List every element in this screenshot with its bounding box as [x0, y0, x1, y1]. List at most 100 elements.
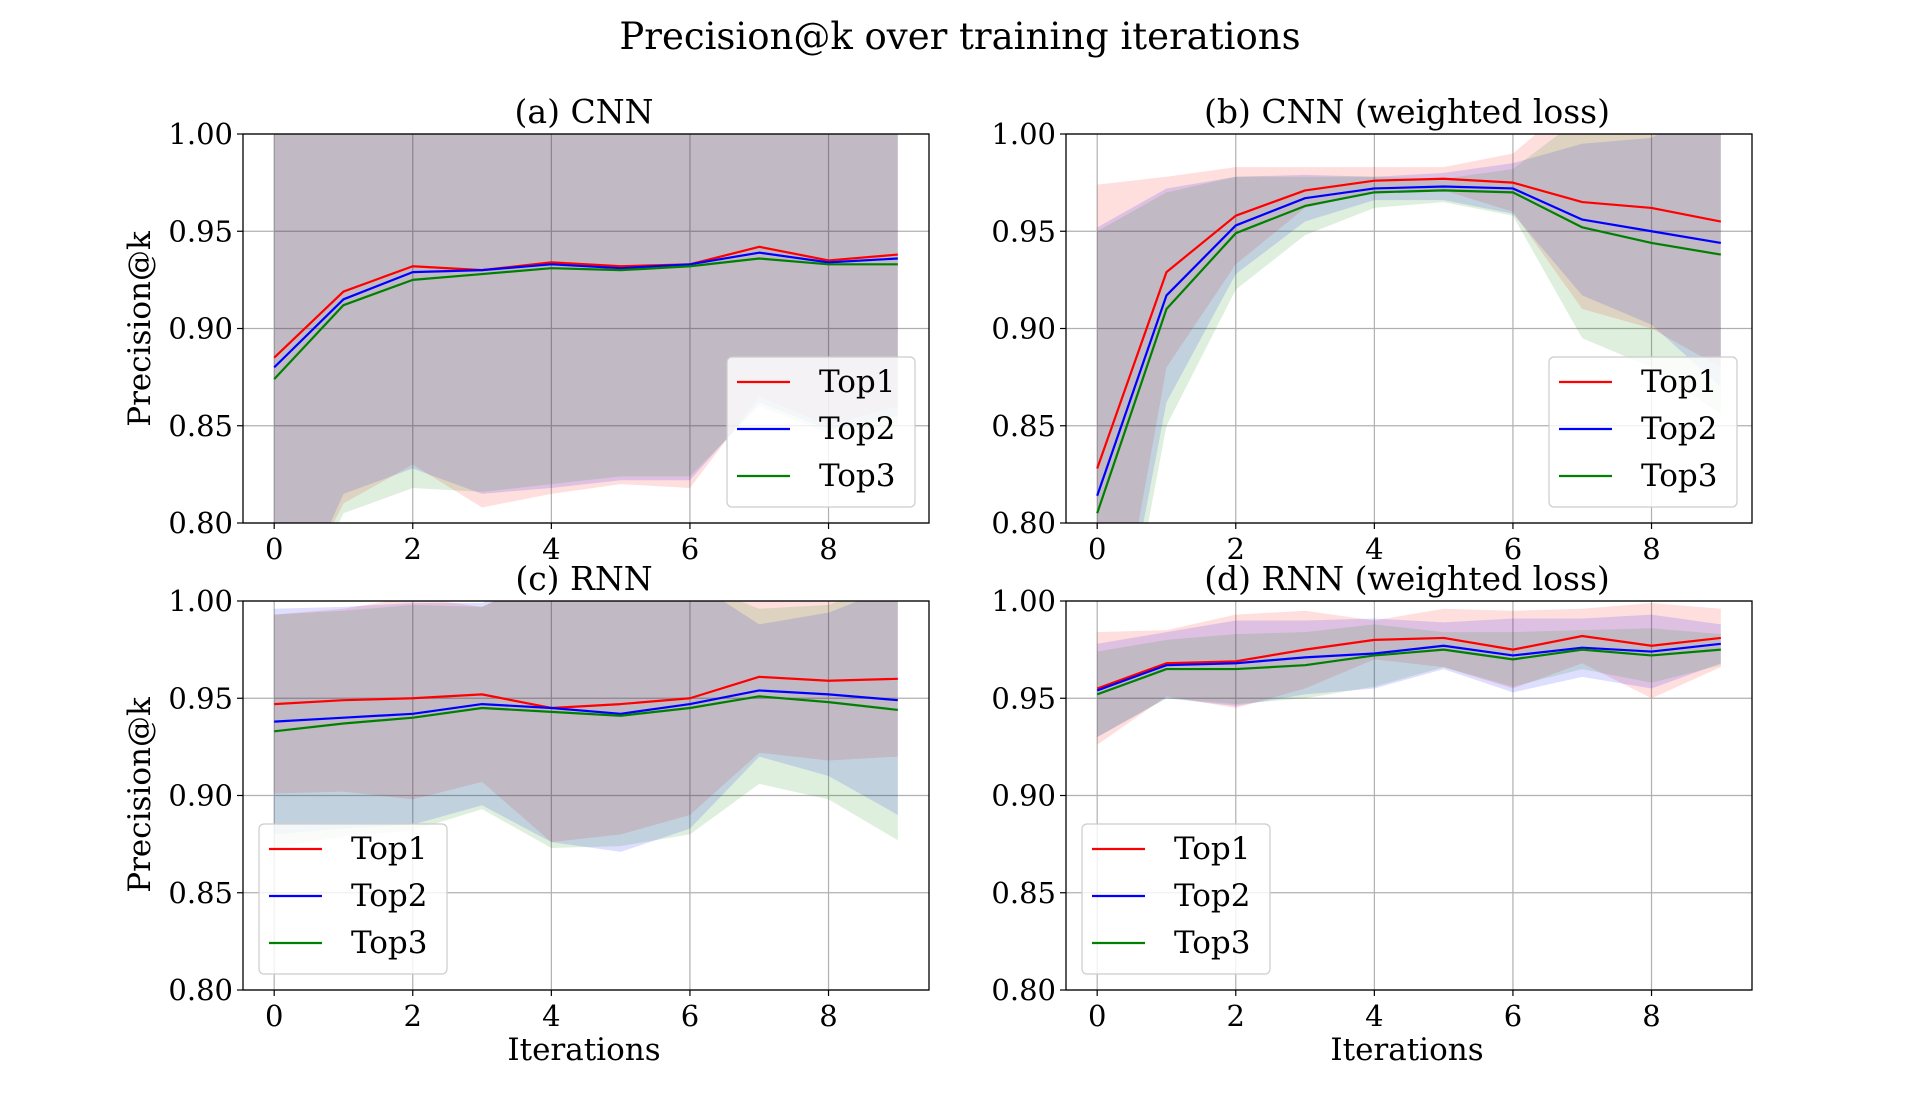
panel-d-legend-label-top2: Top2 — [1174, 878, 1251, 914]
panel-c-legend-label-top2: Top2 — [351, 878, 428, 914]
panel-a-legend: Top1 Top2 Top3 — [726, 356, 916, 508]
panel-c-ytick-label-3: 0.95 — [168, 681, 233, 715]
panel-a-xtick-label-2: 4 — [542, 532, 560, 566]
panel-b-ytick-label-3: 0.95 — [991, 214, 1056, 248]
panel-c-ticks: 0 2 4 6 8 0.80 0.85 0.90 0.95 1.00 — [168, 584, 837, 1033]
panel-d-ytick-label-4: 1.00 — [991, 584, 1056, 618]
panel-b-xtick-label-2: 4 — [1365, 532, 1383, 566]
panel-d-band-top2 — [1097, 614, 1721, 738]
panel-a-line-top1 — [273, 245, 898, 359]
panel-d-line-top1 — [1096, 634, 1721, 690]
panel-c-legend: Top1 Top2 Top3 — [258, 823, 448, 975]
panel-a-title: (a) CNN — [515, 92, 654, 131]
panel-c-xtick-label-1: 2 — [404, 999, 422, 1033]
panel-a-legend-box — [726, 356, 916, 508]
panel-c-xtick-label-0: 0 — [265, 999, 283, 1033]
panel-d-title: (d) RNN (weighted loss) — [1204, 559, 1610, 598]
panel-c-ytick-label-4: 1.00 — [168, 584, 233, 618]
panel-b-band-top2 — [1097, 134, 1721, 523]
panel-b-legend-label-top3: Top3 — [1641, 458, 1718, 494]
panel-b-line-top1 — [1096, 177, 1722, 469]
panel-b-ticks: 0 2 4 6 8 0.80 0.85 0.90 0.95 1.00 — [991, 117, 1660, 566]
panel-c-ytick-label-2: 0.90 — [168, 779, 233, 813]
panel-d-legend-label-top3: Top3 — [1174, 925, 1251, 961]
panel-c-line-top2 — [274, 689, 898, 723]
panel-a-xtick-label-3: 6 — [681, 532, 699, 566]
panel-b-legend-box — [1548, 356, 1738, 508]
panel-d-lines — [1096, 634, 1721, 696]
panel-d-bands — [1097, 602, 1721, 745]
panel-c-xtick-label-2: 4 — [542, 999, 560, 1033]
panel-c-xtick-label-3: 6 — [681, 999, 699, 1033]
panel-c-legend-label-top1: Top1 — [351, 831, 428, 867]
panel-d-ytick-label-3: 0.95 — [991, 681, 1056, 715]
panel-b: (b) CNN (weighted loss) 0 2 4 6 8 0.80 0.85 0.9… — [991, 92, 1753, 566]
panel-c-lines — [274, 675, 898, 733]
panel-d-xtick-label-4: 8 — [1642, 999, 1660, 1033]
panel-a-band-top2 — [274, 134, 898, 523]
panel-d-xlabel: Iterations — [1330, 1032, 1483, 1068]
panel-d-plot: 0 2 4 6 8 0.80 0.85 0.90 0.95 1.00 Top1 Top2 Top3 — [991, 584, 1753, 1033]
panel-b-xtick-label-4: 8 — [1642, 532, 1660, 566]
panel-d-xtick-label-2: 4 — [1365, 999, 1383, 1033]
panel-c-ytick-label-1: 0.85 — [168, 876, 233, 910]
panel-a-lines — [273, 245, 898, 380]
panel-c-band-top2 — [274, 601, 898, 852]
panel-d-ticks: 0 2 4 6 8 0.80 0.85 0.90 0.95 1.00 — [991, 584, 1660, 1033]
panel-c-band-top1 — [274, 601, 898, 843]
panel-d-legend-box — [1081, 823, 1271, 975]
panel-b-legend-label-top1: Top1 — [1641, 364, 1718, 400]
panel-a-legend-label-top1: Top1 — [819, 364, 896, 400]
panel-b-line-top3 — [1096, 189, 1722, 514]
panel-a-ylabel: Precision@k — [122, 231, 158, 427]
panel-c-bands — [274, 601, 898, 852]
panel-d-ytick-label-0: 0.80 — [991, 973, 1056, 1007]
panel-b-band-top3 — [1097, 134, 1721, 523]
panel-a: (a) CNN 0 2 4 6 8 0.80 0.85 0.90 0.95 1.00 Top1 Top… — [122, 92, 930, 566]
panel-b-xtick-label-1: 2 — [1227, 532, 1245, 566]
panel-a-band-top3 — [274, 134, 898, 523]
panel-a-ytick-label-3: 0.95 — [168, 214, 233, 248]
panel-b-plot: 0 2 4 6 8 0.80 0.85 0.90 0.95 1.00 Top1 Top2 Top3 — [991, 117, 1753, 566]
panel-a-xtick-label-4: 8 — [819, 532, 837, 566]
panel-a-plot: 0 2 4 6 8 0.80 0.85 0.90 0.95 1.00 Top1 Top2 Top3 — [168, 117, 930, 566]
panel-b-legend: Top1 Top2 Top3 — [1548, 356, 1738, 508]
panel-a-ytick-label-2: 0.90 — [168, 312, 233, 346]
panel-a-line-top2 — [273, 251, 898, 369]
panel-b-ytick-label-0: 0.80 — [991, 506, 1056, 540]
panel-a-ytick-label-0: 0.80 — [168, 506, 233, 540]
panel-a-legend-label-top2: Top2 — [819, 411, 896, 447]
panel-c-ytick-label-0: 0.80 — [168, 973, 233, 1007]
panel-b-xtick-label-0: 0 — [1088, 532, 1106, 566]
panel-c-title: (c) RNN — [515, 559, 652, 598]
panel-c: (c) RNN 0 2 4 6 80.800.850.900.951.00Top1Top… — [122, 559, 930, 1068]
panel-b-lines — [1096, 177, 1722, 514]
panel-c-line-top1 — [274, 675, 898, 710]
panel-c-ylabel: Precision@k — [122, 697, 158, 893]
panel-c-xlabel: Iterations — [507, 1032, 660, 1068]
panel-c-band-top3 — [274, 601, 898, 849]
panel-b-title: (b) CNN (weighted loss) — [1204, 92, 1610, 131]
panel-a-xtick-label-0: 0 — [265, 532, 283, 566]
panel-c-plot: 0 2 4 6 8 0.80 0.85 0.90 0.95 1.00 Top1 Top2 Top3 — [168, 584, 930, 1033]
panel-b-bands — [1097, 134, 1721, 523]
panel-a-ytick-label-4: 1.00 — [168, 117, 233, 151]
panel-d-xtick-label-3: 6 — [1504, 999, 1522, 1033]
panel-b-ytick-label-1: 0.85 — [991, 409, 1056, 443]
panel-d: (d) RNN (weighted loss) 0 2 4 6 8 0.80 0.85 0.9… — [991, 559, 1753, 1068]
panel-b-legend-label-top2: Top2 — [1641, 411, 1718, 447]
panel-d-ytick-label-1: 0.85 — [991, 876, 1056, 910]
panel-b-line-top2 — [1096, 185, 1722, 497]
panel-d-xtick-label-0: 0 — [1088, 999, 1106, 1033]
panel-b-ytick-label-4: 1.00 — [991, 117, 1056, 151]
panel-c-line-top3 — [274, 695, 898, 733]
panel-a-line-top3 — [273, 257, 898, 380]
panel-a-bands — [274, 134, 898, 523]
panel-a-band-top1 — [274, 134, 898, 523]
panel-d-legend: Top1 Top2 Top3 — [1081, 823, 1271, 975]
panel-c-legend-label-top3: Top3 — [351, 925, 428, 961]
panel-a-ytick-label-1: 0.85 — [168, 409, 233, 443]
panel-a-xtick-label-1: 2 — [404, 532, 422, 566]
figure-title: Precision@k over training iterations — [619, 15, 1300, 58]
